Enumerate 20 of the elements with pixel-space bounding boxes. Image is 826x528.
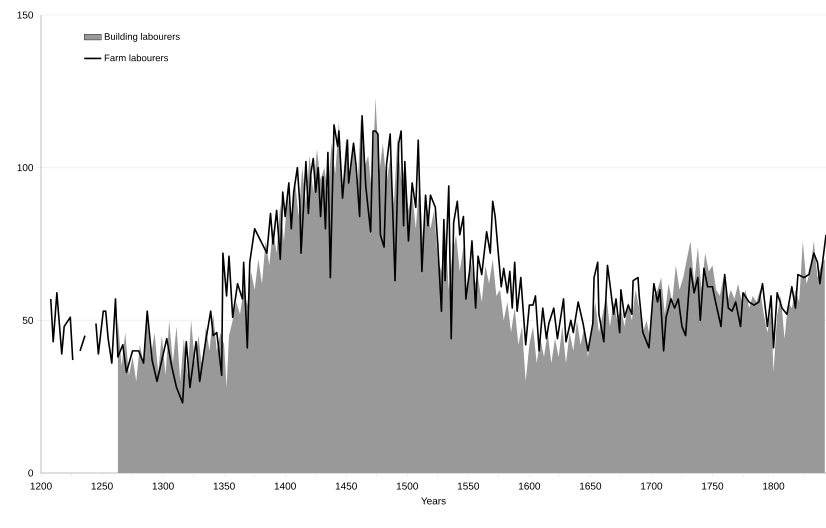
- y-tick-label: 100: [18, 164, 34, 172]
- x-tick-label: 1800: [763, 482, 784, 490]
- x-tick-label: 1400: [274, 482, 296, 490]
- legend-label: Building labourers: [104, 32, 180, 42]
- x-tick-label: 1300: [152, 482, 174, 490]
- x-axis-title: Years: [421, 497, 446, 504]
- x-tick-label: 1200: [30, 482, 52, 490]
- y-tick-label: 50: [22, 316, 34, 324]
- y-tick-label: 0: [28, 469, 34, 477]
- x-tick-label: 1650: [580, 482, 602, 490]
- x-tick-label: 1450: [336, 482, 357, 490]
- x-tick-label: 1700: [641, 482, 662, 490]
- x-tick-label: 1550: [458, 482, 480, 490]
- y-tick-label: 150: [18, 11, 34, 19]
- x-tick-label: 1250: [92, 482, 113, 490]
- x-tick-label: 1350: [214, 482, 235, 490]
- x-tick-label: 1600: [518, 482, 540, 490]
- x-tick-label: 1750: [702, 482, 724, 490]
- legend-label: Farm labourers: [104, 54, 168, 62]
- x-tick-label: 1500: [396, 482, 418, 490]
